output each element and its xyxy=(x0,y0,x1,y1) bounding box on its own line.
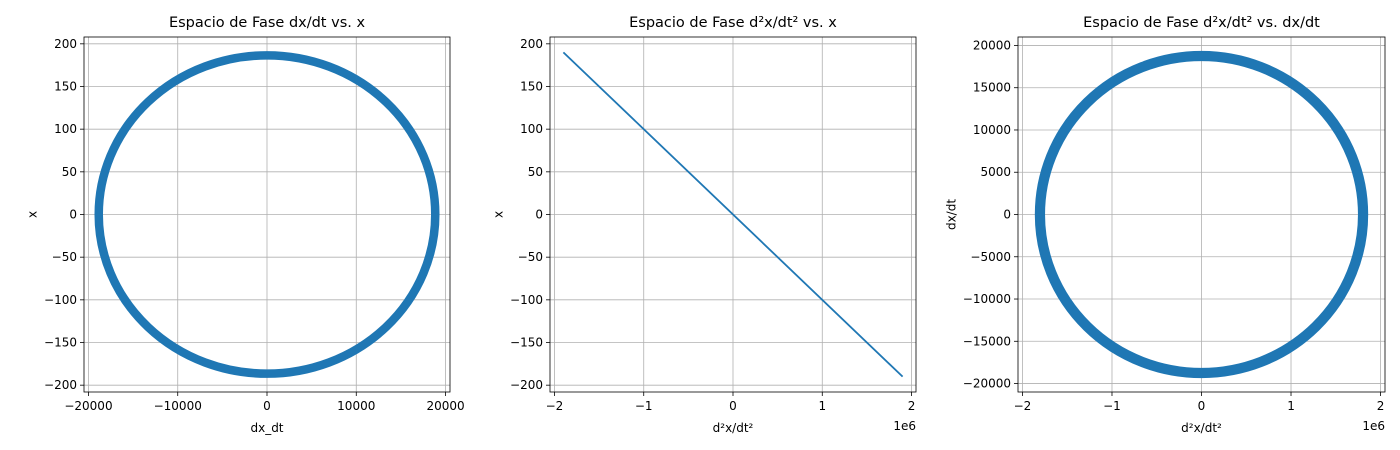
x-tick-label: 2 xyxy=(908,399,916,413)
x-tick-label: −20000 xyxy=(64,399,112,413)
x-tick-label: −2 xyxy=(1014,399,1032,413)
x-tick-label: −1 xyxy=(635,399,653,413)
x-axis-label: d²x/dt² xyxy=(1181,421,1222,435)
y-tick-label: 0 xyxy=(535,208,543,222)
phase-orbit-band xyxy=(94,51,440,378)
x-tick-label: 1 xyxy=(1287,399,1295,413)
phase-line xyxy=(562,51,904,378)
y-tick-label: −100 xyxy=(44,293,77,307)
x-tick-label: 20000 xyxy=(426,399,464,413)
x-tick-label: 0 xyxy=(1198,399,1206,413)
y-tick-label: −5000 xyxy=(970,250,1011,264)
chart-panel-1: −20000 −10000 0 10000 20000 −200 −150 −100 −50 0 5… xyxy=(25,15,464,435)
plot-area xyxy=(94,51,440,378)
y-tick-label: 15000 xyxy=(973,81,1011,95)
x-tick-label: 1 xyxy=(818,399,826,413)
y-axis-label: x xyxy=(25,211,39,218)
x-tick-label: 0 xyxy=(263,399,271,413)
phase-orbit-band xyxy=(1034,50,1369,379)
x-tick-label: 2 xyxy=(1377,399,1385,413)
chart-panel-2: −2 −1 0 1 2 −200 −150 −100 −50 0 50 100 150 200 1e6 Esp… xyxy=(491,15,917,435)
x-axis-label: d²x/dt² xyxy=(713,421,754,435)
chart-title: Espacio de Fase d²x/dt² vs. dx/dt xyxy=(1083,15,1320,31)
y-tick-label: 5000 xyxy=(980,165,1011,179)
y-tick-label: −20000 xyxy=(963,377,1011,391)
y-tick-label: −15000 xyxy=(963,334,1011,348)
chart-title: Espacio de Fase d²x/dt² vs. x xyxy=(629,15,837,31)
y-tick-label: 10000 xyxy=(973,123,1011,137)
x-axis-label: dx_dt xyxy=(250,421,283,435)
y-tick-label: −150 xyxy=(44,336,77,350)
y-tick-label: −50 xyxy=(518,250,543,264)
y-tick-label: 0 xyxy=(69,208,77,222)
x-tick-label: −2 xyxy=(546,399,564,413)
x-offset-label: 1e6 xyxy=(893,419,916,433)
x-offset-label: 1e6 xyxy=(1362,419,1385,433)
y-tick-label: −200 xyxy=(510,378,543,392)
y-tick-label: −200 xyxy=(44,378,77,392)
y-axis-label: x xyxy=(491,211,505,218)
y-tick-label: 20000 xyxy=(973,38,1011,52)
plot-area xyxy=(1034,50,1369,379)
y-tick-label: 50 xyxy=(528,165,543,179)
plot-area xyxy=(562,51,904,378)
x-tick-label: 10000 xyxy=(337,399,375,413)
chart-panel-3: −2 −1 0 1 2 −20000 −15000 −10000 −5000 0 5000 10000… xyxy=(945,15,1386,435)
y-tick-label: 50 xyxy=(62,165,77,179)
y-tick-label: −10000 xyxy=(963,292,1011,306)
y-tick-label: −50 xyxy=(52,250,77,264)
y-tick-label: 150 xyxy=(54,79,77,93)
x-tick-label: 0 xyxy=(729,399,737,413)
x-tick-label: −1 xyxy=(1103,399,1121,413)
chart-title: Espacio de Fase dx/dt vs. x xyxy=(169,15,366,31)
y-axis-label: dx/dt xyxy=(945,199,959,230)
y-tick-label: −100 xyxy=(510,293,543,307)
y-tick-label: 150 xyxy=(520,79,543,93)
y-tick-label: 100 xyxy=(54,122,77,136)
x-tick-label: −10000 xyxy=(154,399,202,413)
y-tick-label: −150 xyxy=(510,336,543,350)
y-tick-label: 100 xyxy=(520,122,543,136)
y-tick-label: 0 xyxy=(1003,208,1011,222)
y-tick-label: 200 xyxy=(54,37,77,51)
y-tick-label: 200 xyxy=(520,37,543,51)
